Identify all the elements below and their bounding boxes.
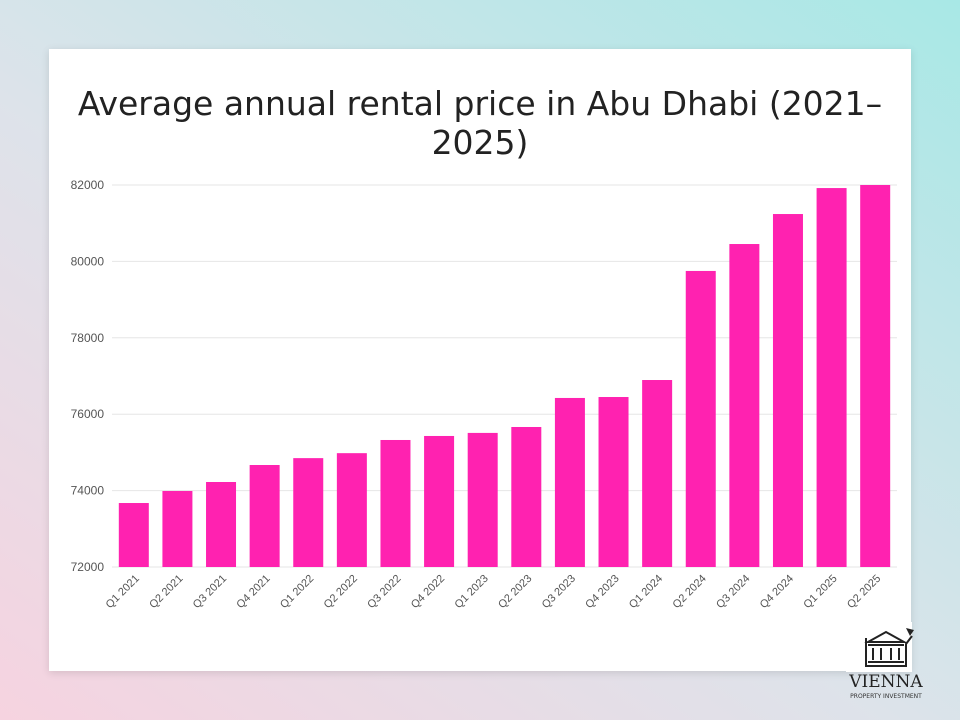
x-tick-label: Q3 2024 <box>714 573 752 611</box>
bar <box>424 435 455 567</box>
bar <box>729 244 760 568</box>
x-tick-label: Q4 2022 <box>409 573 447 611</box>
vienna-logo: VIENNA PROPERTY INVESTMENT <box>838 622 934 702</box>
x-tick-label: Q4 2021 <box>234 573 272 611</box>
x-tick-label: Q2 2023 <box>496 573 534 611</box>
bar <box>380 439 411 567</box>
x-tick-label: Q4 2023 <box>583 573 621 611</box>
x-tick-label: Q1 2021 <box>104 573 142 611</box>
bar <box>206 482 237 567</box>
x-tick-label: Q2 2021 <box>147 573 185 611</box>
x-tick-label: Q3 2022 <box>365 573 403 611</box>
bar <box>511 426 542 567</box>
bar <box>772 214 803 568</box>
bar <box>162 490 193 567</box>
y-tick-label: 72000 <box>71 560 105 574</box>
bar <box>118 503 149 567</box>
x-tick-label: Q1 2022 <box>278 573 316 611</box>
y-tick-label: 80000 <box>71 254 105 268</box>
bar <box>598 397 629 567</box>
x-tick-label: Q3 2021 <box>191 573 229 611</box>
y-tick-label: 76000 <box>71 407 105 421</box>
x-tick-label: Q1 2024 <box>627 573 665 611</box>
bar <box>554 397 585 567</box>
bar <box>685 270 716 567</box>
x-tick-label: Q2 2022 <box>322 573 360 611</box>
x-tick-label: Q2 2025 <box>845 573 883 611</box>
bar <box>467 432 498 567</box>
x-tick-label: Q4 2024 <box>758 573 796 611</box>
bar <box>249 465 280 567</box>
x-tick-label: Q2 2024 <box>671 573 709 611</box>
building-chart-logo-icon <box>864 628 914 667</box>
x-tick-label: Q3 2023 <box>540 573 578 611</box>
bar <box>336 453 367 567</box>
y-tick-label: 74000 <box>71 484 105 498</box>
y-tick-label: 82000 <box>71 178 105 192</box>
bar <box>860 185 891 567</box>
bar <box>293 458 324 567</box>
y-tick-label: 78000 <box>71 331 105 345</box>
bar <box>642 380 673 567</box>
x-tick-label: Q1 2023 <box>452 573 490 611</box>
bar <box>816 188 847 567</box>
x-tick-label: Q1 2025 <box>801 573 839 611</box>
chart-title: Average annual rental price in Abu Dhabi… <box>77 84 883 162</box>
